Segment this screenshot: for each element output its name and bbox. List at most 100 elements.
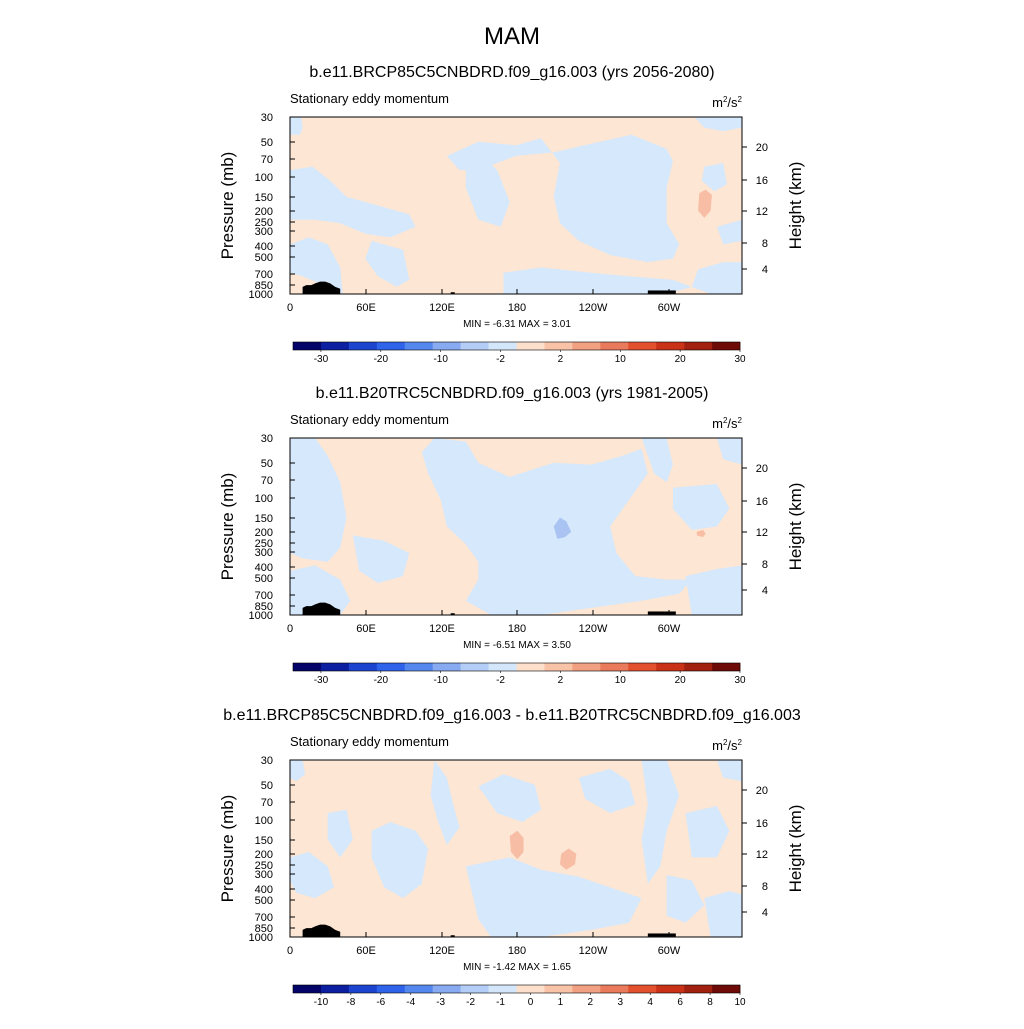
colorbar-swatch — [348, 342, 378, 350]
colorbar-swatch — [712, 342, 741, 350]
colorbar-label: -30 — [314, 675, 329, 686]
y-tick-label: 30 — [261, 755, 273, 767]
x-tick-label: 120E — [429, 945, 455, 957]
colorbar-label: 2 — [558, 354, 564, 365]
y-tick-label: 100 — [255, 493, 273, 505]
units-sup: 2 — [738, 95, 743, 104]
panel-3: b.e11.BRCP85C5CNBDRD.f09_g16.003 - b.e11… — [218, 707, 805, 1008]
y-axis-title: Pressure (mb) — [218, 152, 237, 260]
y-right-tick-label: 20 — [756, 142, 768, 154]
y-right-axis-title: Height (km) — [786, 483, 805, 571]
y-tick-label: 30 — [261, 112, 273, 124]
colorbar-label: -1 — [496, 997, 505, 1008]
y-tick-label: 400 — [255, 241, 273, 253]
contour-field — [290, 117, 742, 294]
units-label: m2/s2 — [712, 95, 742, 110]
colorbar-swatch — [460, 342, 489, 350]
colorbar-frame — [292, 341, 741, 351]
colorbar-swatch — [628, 663, 657, 671]
colorbar-swatch — [404, 985, 433, 993]
colorbar-swatch — [712, 663, 741, 671]
panel-field-label: Stationary eddy momentum — [290, 734, 449, 749]
units-label: m2/s2 — [712, 416, 742, 431]
negative-contour-region — [578, 768, 636, 814]
negative-contour-region — [365, 240, 410, 287]
colorbar-label: -6 — [376, 997, 385, 1008]
topography — [450, 292, 455, 294]
colorbar-swatch — [376, 342, 406, 350]
negative-contour-region — [478, 774, 542, 822]
colorbar-swatch — [432, 663, 461, 671]
negative-contour-region — [716, 219, 742, 245]
y-tick-label: 200 — [255, 206, 273, 218]
y-tick-label: 850 — [255, 923, 273, 935]
colorbar-swatch — [432, 342, 461, 350]
x-tick-label: 0 — [287, 302, 293, 314]
y-right-tick-label: 16 — [756, 496, 768, 508]
colorbar-swatch — [656, 985, 685, 993]
colorbar-label: 20 — [675, 675, 687, 686]
units-sup: 2 — [738, 416, 743, 425]
colorbar-swatch — [516, 342, 545, 350]
colorbar-label: 3 — [617, 997, 623, 1008]
colorbar-swatch — [432, 985, 461, 993]
colorbar-label: 10 — [734, 997, 746, 1008]
colorbar-label: -2 — [466, 997, 475, 1008]
y-tick-label: 300 — [255, 547, 273, 559]
y-right-tick-label: 8 — [762, 238, 768, 250]
y-tick-label: 700 — [255, 912, 273, 924]
y-tick-label: 200 — [255, 849, 273, 861]
x-tick-label: 120W — [579, 302, 608, 314]
y-right-tick-label: 4 — [762, 264, 768, 276]
topography — [302, 602, 341, 615]
negative-contour-region — [701, 163, 727, 192]
colorbar-swatch — [516, 985, 545, 993]
panel-2: b.e11.B20TRC5CNBDRD.f09_g16.003 (yrs 198… — [218, 385, 805, 686]
x-tick-label: 60W — [658, 623, 681, 635]
x-tick-label: 180 — [508, 623, 526, 635]
topography — [647, 933, 676, 937]
colorbar-swatch — [600, 342, 629, 350]
y-right-tick-label: 12 — [756, 527, 768, 539]
y-tick-label: 70 — [261, 797, 273, 809]
colorbar-swatch — [376, 985, 406, 993]
y-tick-label: 400 — [255, 562, 273, 574]
positive-contour-region — [559, 848, 577, 870]
units-sup: 2 — [723, 95, 728, 104]
x-tick-label: 120W — [579, 945, 608, 957]
colorbar-label: -20 — [374, 354, 389, 365]
y-right-tick-label: 4 — [762, 907, 768, 919]
negative-contour-region — [290, 438, 347, 562]
colorbar-swatch — [320, 663, 350, 671]
y-tick-label: 150 — [255, 835, 273, 847]
contour-field — [290, 438, 742, 615]
y-right-tick-label: 20 — [756, 463, 768, 475]
colorbar-swatch — [572, 342, 601, 350]
units-base: m — [712, 416, 723, 431]
y-tick-label: 850 — [255, 280, 273, 292]
y-tick-label: 250 — [255, 217, 273, 229]
min-max-label: MIN = -6.31 MAX = 3.01 — [463, 319, 571, 330]
topography — [302, 281, 341, 294]
plot-frame — [289, 759, 743, 938]
y-right-tick-label: 16 — [756, 175, 768, 187]
y-tick-label: 500 — [255, 252, 273, 264]
negative-contour-region — [465, 152, 510, 227]
y-right-axis-title: Height (km) — [786, 162, 805, 250]
topography — [647, 290, 676, 294]
colorbar-swatch — [656, 663, 685, 671]
colorbar-label: 6 — [677, 997, 683, 1008]
units-mid: /s — [727, 416, 738, 431]
panel-field-label: Stationary eddy momentum — [290, 412, 449, 427]
y-tick-label: 250 — [255, 860, 273, 872]
negative-contour-region — [716, 760, 742, 782]
colorbar-swatch — [684, 342, 713, 350]
y-tick-label: 50 — [261, 458, 273, 470]
colorbar-swatch — [656, 342, 685, 350]
x-tick-label: 0 — [287, 945, 293, 957]
units-base: m — [712, 738, 723, 753]
units-label: m2/s2 — [712, 738, 742, 753]
positive-contour-region — [698, 189, 712, 218]
colorbar-swatch — [572, 663, 601, 671]
y-right-tick-label: 12 — [756, 849, 768, 861]
